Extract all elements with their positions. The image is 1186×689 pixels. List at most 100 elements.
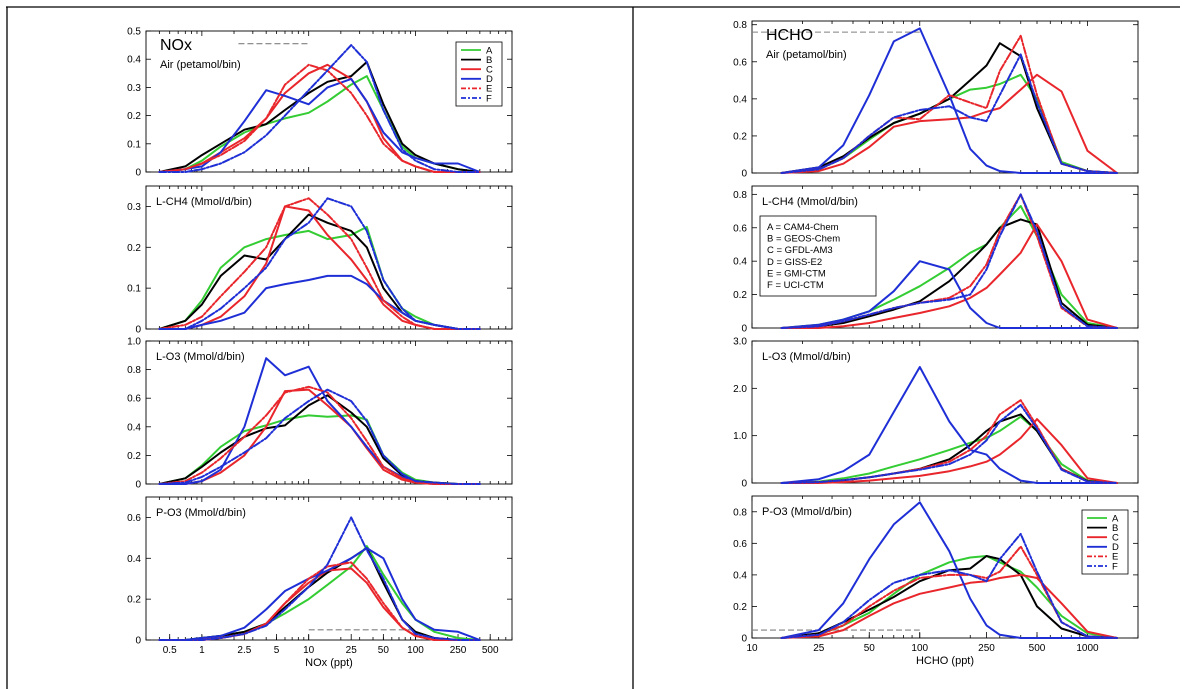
series-line-D xyxy=(780,366,1118,484)
y-tick-label: 0.3 xyxy=(127,83,141,94)
model-key-entry: E = GMI-CTM xyxy=(767,268,826,279)
x-tick-label: 0.5 xyxy=(163,645,177,656)
x-axis-label: NOx (ppt) xyxy=(305,657,353,669)
series-line-C xyxy=(780,573,1118,639)
y-tick-label: 0.4 xyxy=(733,257,747,268)
y-tick-label: 0 xyxy=(741,169,747,180)
y-tick-label: 0.4 xyxy=(733,570,747,581)
series-line-F xyxy=(158,44,481,173)
legend-label-A: A xyxy=(486,45,493,56)
y-tick-label: 1.0 xyxy=(127,337,141,348)
y-tick-label: 0.6 xyxy=(127,513,141,524)
model-key-entry: A = CAM4-Chem xyxy=(767,222,839,233)
y-tick-label: 0.4 xyxy=(733,94,747,105)
panel-subtitle: Air (petamol/bin) xyxy=(160,59,241,71)
panel-HCHO-LCH4: 0 0.2 0.4 0.6 0.8 L-CH4 (Mmol/d/bin) xyxy=(733,185,1139,335)
legend-label-F: F xyxy=(1112,561,1118,572)
x-tick-label: 50 xyxy=(864,643,876,654)
x-tick-label: 10 xyxy=(746,643,758,654)
y-tick-label: 0.6 xyxy=(733,57,747,68)
y-tick-label: 3.0 xyxy=(733,337,747,348)
legend-box xyxy=(455,41,503,107)
y-tick-label: 0 xyxy=(741,479,747,490)
series-line-B xyxy=(158,61,481,173)
x-tick-label: 500 xyxy=(1029,643,1046,654)
legend-label-D: D xyxy=(486,74,493,85)
y-tick-label: 0.8 xyxy=(733,20,747,31)
axes-box xyxy=(751,20,1139,174)
series-line-D xyxy=(780,501,1118,639)
y-tick-label: 0 xyxy=(741,634,747,645)
series-line-A xyxy=(158,225,481,330)
y-tick-label: 0.4 xyxy=(127,554,141,565)
y-tick-label: 1.0 xyxy=(733,431,747,442)
legend-label-E: E xyxy=(486,84,492,95)
legend-label-C: C xyxy=(1112,533,1119,544)
x-tick-label: 100 xyxy=(911,643,928,654)
panel-HCHO-LO3: 0 1.0 2.0 3.0 L-O3 (Mmol/d/bin) xyxy=(733,337,1139,490)
panels: 0 0.1 0.2 0.3 0.4 0.5 NOx Air (petamol/bin) ABCD… xyxy=(127,20,1139,669)
y-tick-label: 0.8 xyxy=(733,190,747,201)
y-tick-label: 0.5 xyxy=(127,27,141,38)
series-line-C xyxy=(780,418,1118,484)
panel-NOx-air: 0 0.1 0.2 0.3 0.4 0.5 NOx Air (petamol/bin) ABCD… xyxy=(127,27,513,179)
y-tick-label: 0.1 xyxy=(127,139,141,150)
legend-label-E: E xyxy=(1112,552,1118,563)
series-line-F xyxy=(158,388,481,485)
panel-HCHO-air: 0 0.2 0.4 0.6 0.8 HCHO Air (petamol/bin) xyxy=(733,20,1139,180)
axes-box xyxy=(751,340,1139,484)
series-line-C xyxy=(780,223,1118,329)
series-line-B xyxy=(780,42,1118,174)
panel-NOx-LCH4: 0 0.1 0.2 0.3 L-CH4 (Mmol/d/bin) xyxy=(127,185,513,336)
x-tick-label: 500 xyxy=(482,645,499,656)
axes-box xyxy=(751,185,1139,329)
series-line-D xyxy=(158,77,481,173)
legend-label-F: F xyxy=(486,93,492,104)
x-tick-label: 100 xyxy=(407,645,424,656)
y-tick-label: 0 xyxy=(741,324,747,335)
panel-title: NOx xyxy=(160,37,192,54)
y-tick-label: 0.8 xyxy=(127,365,141,376)
figure-frame xyxy=(6,6,1180,689)
y-tick-label: 0.1 xyxy=(127,284,141,295)
model-key-entry: F = UCI-CTM xyxy=(767,280,824,291)
x-tick-label: 1 xyxy=(199,645,205,656)
panel-subtitle: L-O3 (Mmol/d/bin) xyxy=(762,351,851,363)
y-tick-label: 0.2 xyxy=(733,131,747,142)
panel-subtitle: L-O3 (Mmol/d/bin) xyxy=(156,351,245,363)
series-line-B xyxy=(158,394,481,485)
series-line-A xyxy=(780,415,1118,484)
series-line-B xyxy=(780,413,1118,484)
series-line-F xyxy=(780,193,1118,329)
series-line-F xyxy=(780,532,1118,639)
legend-box xyxy=(1081,509,1129,575)
panel-subtitle: L-CH4 (Mmol/d/bin) xyxy=(156,196,252,208)
y-tick-label: 0.6 xyxy=(127,394,141,405)
axes-box xyxy=(145,496,513,641)
axes-box xyxy=(145,340,513,485)
series-line-D xyxy=(158,547,481,641)
series-line-A xyxy=(158,75,481,173)
axes-box xyxy=(145,185,513,330)
x-tick-label: 250 xyxy=(450,645,467,656)
series-line-A xyxy=(780,73,1118,174)
x-tick-label: 25 xyxy=(813,643,825,654)
panel-subtitle: P-O3 (Mmol/d/bin) xyxy=(762,506,852,518)
y-tick-label: 0.2 xyxy=(127,451,141,462)
series-line-D xyxy=(780,260,1118,329)
model-key-box xyxy=(759,215,877,297)
x-tick-label: 250 xyxy=(978,643,995,654)
series-line-B xyxy=(780,218,1118,329)
series-line-F xyxy=(158,516,481,641)
y-tick-label: 0 xyxy=(135,325,141,336)
y-tick-label: 0.2 xyxy=(127,595,141,606)
y-tick-label: 0 xyxy=(135,480,141,491)
x-tick-label: 10 xyxy=(303,645,315,656)
x-tick-label: 1000 xyxy=(1076,643,1099,654)
axes-box xyxy=(751,495,1139,639)
panel-HCHO-PO3: 0 0.2 0.4 0.6 0.8 10 25 50 100 250 500 1000 HCHO (pp… xyxy=(733,495,1139,667)
